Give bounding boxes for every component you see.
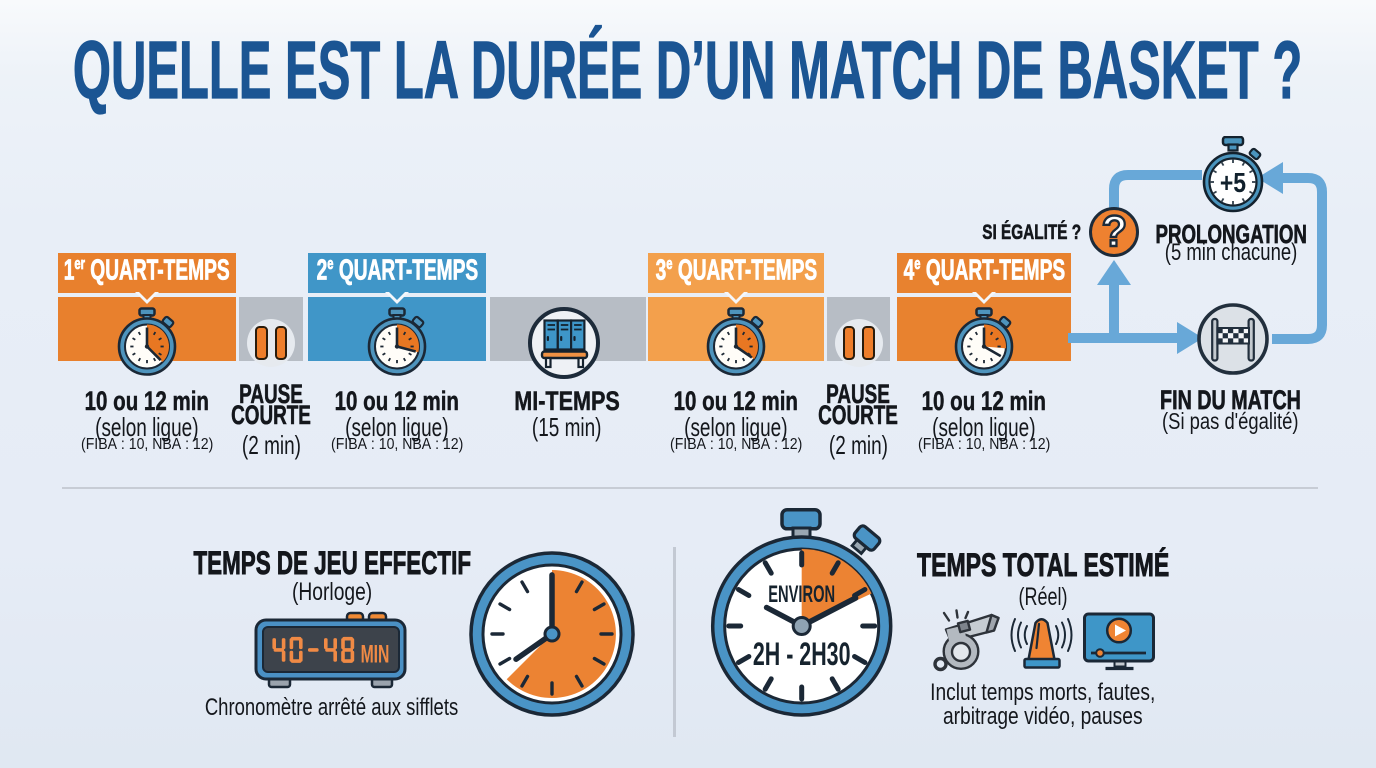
- svg-text:ENVIRON: ENVIRON: [768, 581, 835, 608]
- svg-text:MIN: MIN: [361, 641, 390, 669]
- svg-text:+5: +5: [1220, 168, 1246, 199]
- svg-text:2H - 2H30: 2H - 2H30: [753, 636, 851, 672]
